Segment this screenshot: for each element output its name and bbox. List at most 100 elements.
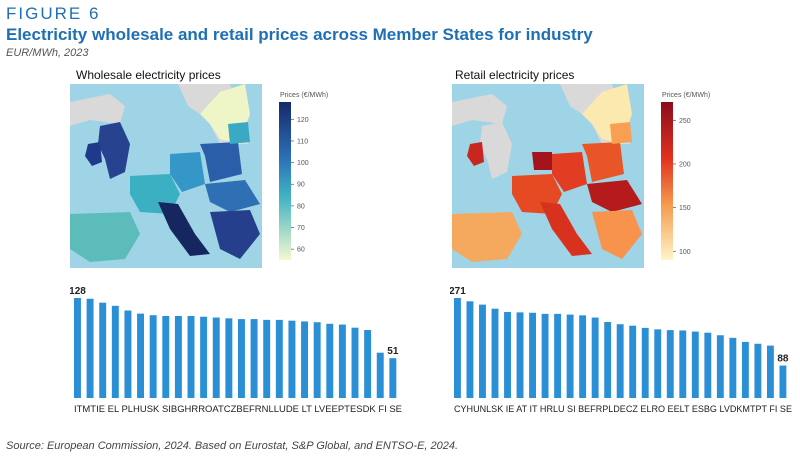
- bar-FR: [250, 319, 258, 398]
- colorbar-tick-label: 150: [679, 205, 691, 212]
- bar-RO: [654, 329, 662, 398]
- bar-CZ: [629, 325, 637, 398]
- region-balkans: [592, 210, 642, 259]
- bar-SE: [779, 365, 787, 398]
- colorbar-tick-label: 60: [297, 247, 305, 254]
- source-note: Source: European Commission, 2024. Based…: [6, 440, 459, 452]
- bar-EE: [326, 323, 334, 398]
- region-iberia: [452, 212, 522, 262]
- bar-DK: [729, 337, 737, 398]
- non-eu-land: [452, 94, 507, 126]
- bar-SI: [162, 315, 170, 398]
- retail-panel-title: Retail electricity prices: [455, 68, 575, 82]
- bar-IT: [529, 312, 536, 398]
- bar-LU: [554, 313, 562, 398]
- data-label: 271: [450, 286, 466, 297]
- bar-ES: [351, 327, 359, 398]
- colorbar-tick-label: 200: [679, 161, 691, 168]
- region-baltics: [228, 122, 250, 144]
- colorbar-title: Prices (€/MWh): [662, 92, 710, 99]
- bar-SE: [389, 358, 397, 398]
- wholesale-bar-chart: 128 51 ITMTIE EL PLHUSK SIBGHRROATCZBEFRN…: [70, 286, 402, 414]
- wholesale-map: Prices (€/MWh) 120 110 100 90 80 70 60: [70, 84, 332, 268]
- bar-RO: [200, 316, 208, 398]
- region-baltics: [610, 122, 632, 144]
- region-ireland: [467, 142, 484, 166]
- bar-HR: [187, 315, 195, 398]
- bar-SI: [566, 314, 574, 398]
- colorbar-title-bg: [660, 88, 714, 100]
- bar-HR: [541, 313, 549, 398]
- figure-label: FIGURE 6: [6, 4, 101, 23]
- figure-subtitle: EUR/MWh, 2023: [6, 47, 89, 59]
- region-germany: [170, 152, 205, 192]
- colorbar-ticks: 250 200 150 100: [673, 118, 691, 256]
- non-eu-land: [70, 94, 125, 126]
- region-central-east: [205, 180, 260, 212]
- bar-MT: [741, 341, 749, 398]
- bar-FI: [766, 345, 774, 398]
- bar-BE: [238, 319, 245, 398]
- bar-EL: [641, 327, 649, 398]
- region-poland: [582, 142, 624, 182]
- bar-CY: [454, 298, 461, 398]
- colorbar-tick-label: 250: [679, 118, 691, 125]
- figure-title: Electricity wholesale and retail prices …: [6, 25, 593, 44]
- region-ireland: [85, 142, 102, 166]
- bar-NL: [263, 319, 271, 398]
- bar-IE: [99, 302, 107, 398]
- colorbar-tick-label: 70: [297, 225, 305, 232]
- bar-LT: [679, 330, 687, 398]
- non-eu-land: [480, 122, 512, 179]
- bar-CZ: [225, 318, 233, 398]
- bar-SK: [149, 315, 157, 398]
- region-netherlands: [532, 152, 552, 170]
- data-label: 51: [387, 346, 399, 357]
- bar-EL: [111, 305, 119, 398]
- colorbar-tick-label: 120: [297, 117, 309, 124]
- bar-BE: [579, 315, 587, 398]
- bar-PL: [124, 310, 132, 398]
- retail-bar-chart: 271 88 CYHUNLSK IE AT IT HRLU SI BEFRPLDE…: [450, 286, 792, 414]
- bar-ES: [691, 331, 699, 398]
- region-iberia: [70, 212, 140, 262]
- region-balkans: [210, 210, 260, 259]
- region-germany: [552, 152, 587, 192]
- region-italy: [540, 202, 592, 256]
- bar-PT: [754, 343, 762, 398]
- bar-DK: [364, 330, 372, 398]
- bar-NL: [479, 304, 486, 398]
- bar-HU: [466, 301, 474, 398]
- region-italy: [158, 202, 210, 256]
- colorbar-tick-label: 100: [297, 160, 309, 167]
- bar-IE: [504, 312, 511, 398]
- bar-series: 271 88: [450, 286, 789, 398]
- bar-AT: [516, 312, 524, 398]
- category-labels: ITMTIE EL PLHUSK SIBGHRROATCZBEFRNLLUDE …: [74, 404, 402, 414]
- bar-LV: [716, 335, 724, 398]
- bar-PT: [338, 324, 346, 398]
- colorbar: [661, 102, 673, 260]
- bar-series: 128 51: [70, 286, 399, 398]
- bar-MT: [86, 298, 94, 398]
- bar-HU: [137, 313, 145, 398]
- bar-LU: [275, 319, 283, 398]
- region-ie-uk: [98, 122, 130, 179]
- colorbar-tick-label: 110: [297, 138, 308, 145]
- data-label: 88: [777, 354, 789, 365]
- category-labels: CYHUNLSK IE AT IT HRLU SI BEFRPLDECZ ELR…: [454, 404, 792, 414]
- colorbar-tick-label: 80: [297, 203, 305, 210]
- bar-EE: [666, 330, 674, 398]
- colorbar-tick-label: 90: [297, 182, 305, 189]
- wholesale-panel-title: Wholesale electricity prices: [76, 68, 221, 82]
- colorbar-tick-label: 100: [679, 249, 691, 256]
- bar-LV: [313, 322, 321, 398]
- bar-BG: [174, 315, 182, 398]
- colorbar-title: Prices (€/MWh): [280, 92, 328, 99]
- colorbar-title-bg: [278, 88, 332, 100]
- region-poland: [200, 142, 242, 182]
- bar-IT: [74, 298, 81, 398]
- bar-LT: [301, 321, 309, 398]
- data-label: 128: [70, 286, 86, 297]
- bar-FI: [376, 352, 384, 398]
